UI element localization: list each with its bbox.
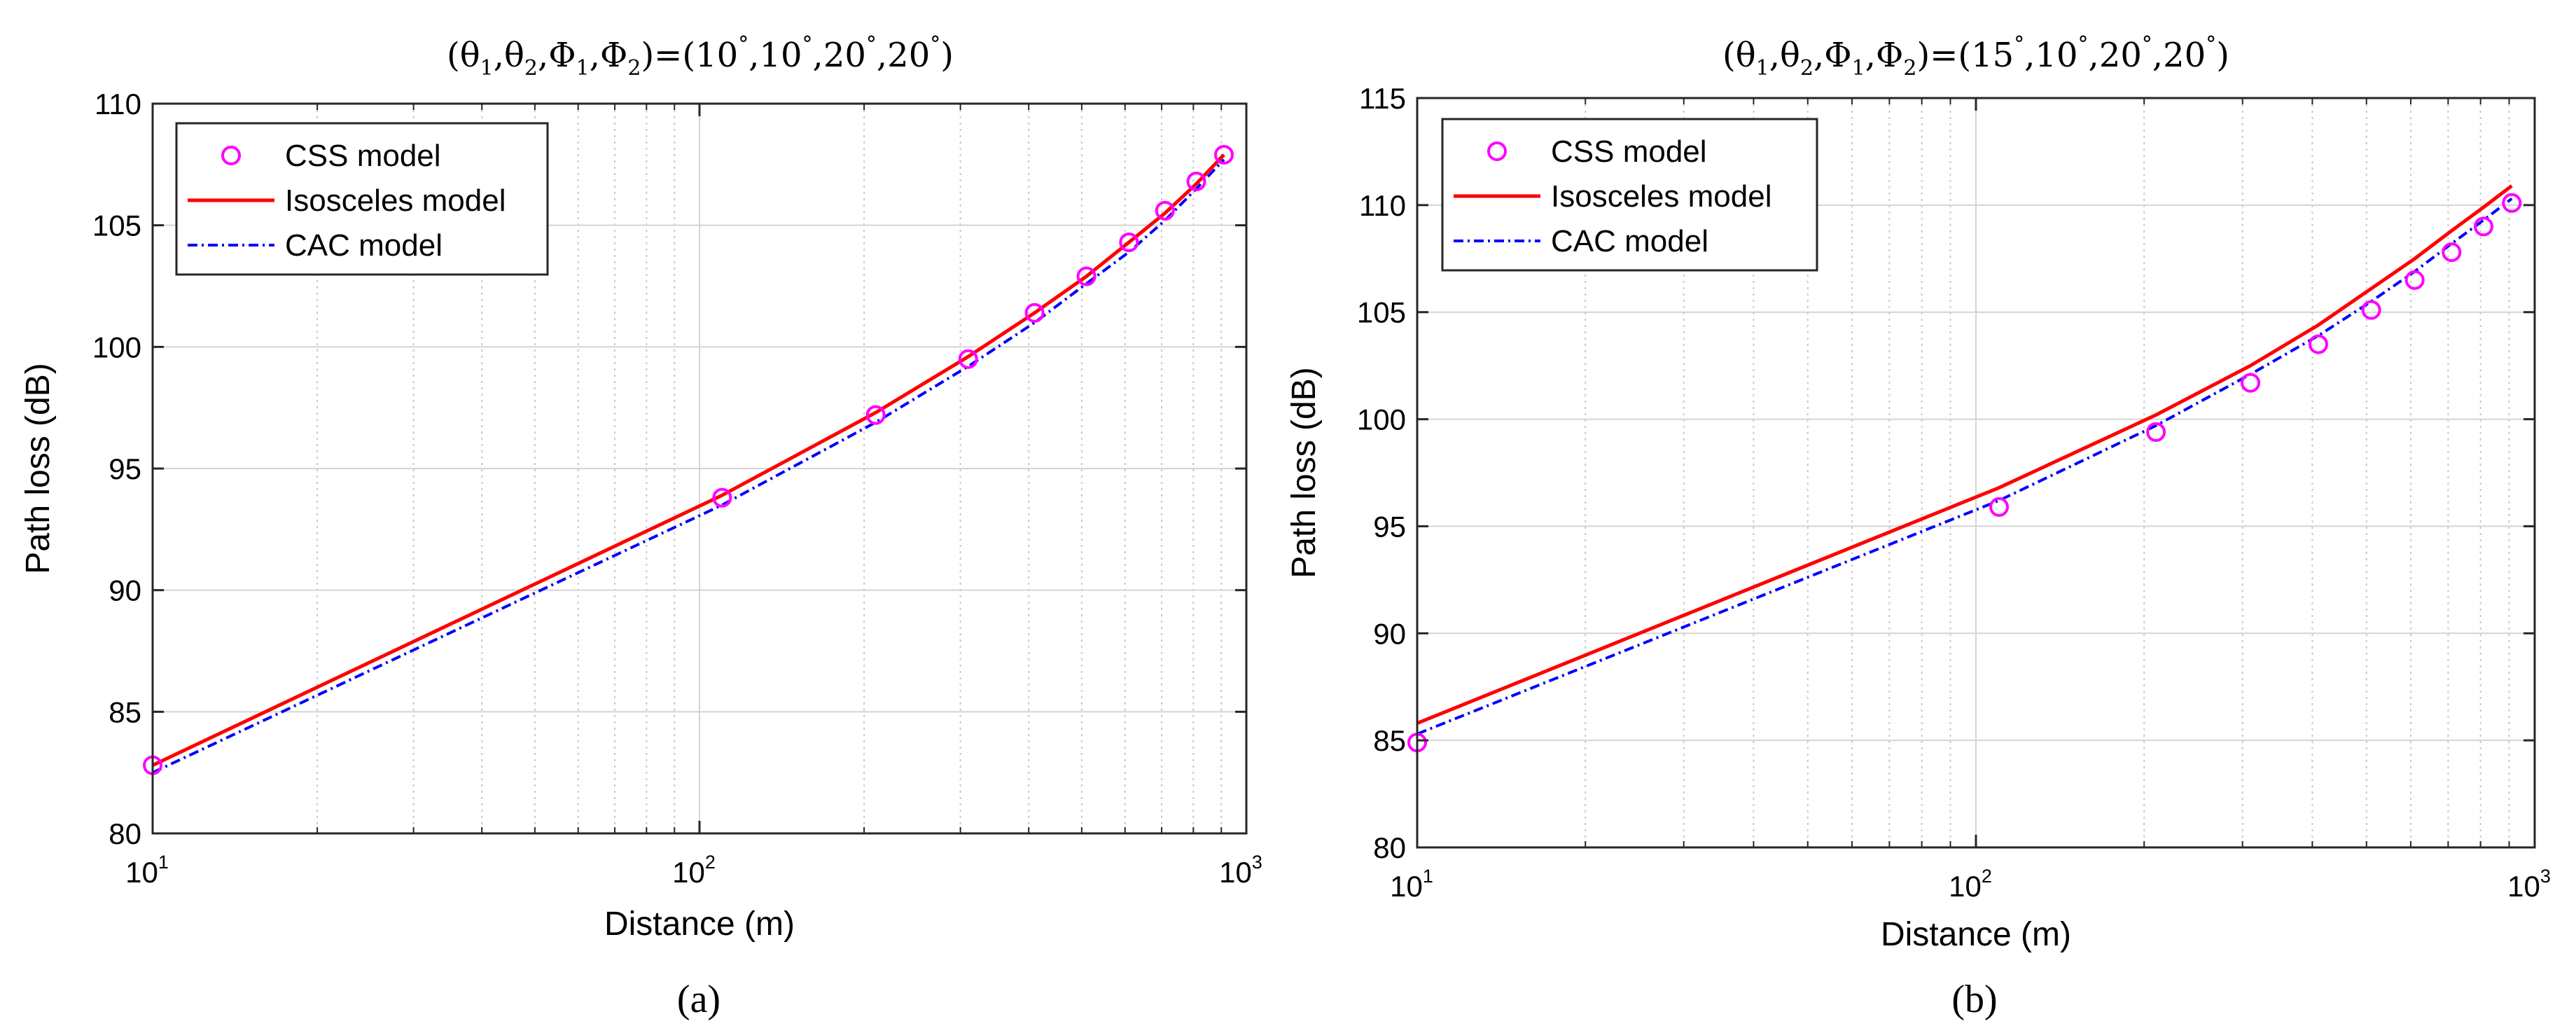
- y-tick-label: 110: [1359, 189, 1406, 222]
- y-axis-label: Path loss (dB): [20, 363, 57, 574]
- data-point-css: [2241, 373, 2261, 393]
- series-line-cac: [152, 158, 1225, 775]
- chart-panel-a: 80 85 90 95 100 105 110 101 102 103 Distance (m) Pa…: [20, 32, 1262, 943]
- data-point-css: [2404, 270, 2425, 290]
- x-axis-label: Distance (m): [604, 906, 795, 943]
- y-tick-label: 90: [1373, 617, 1406, 650]
- legend-label: Isosceles model: [1551, 179, 1771, 214]
- figure-caption: (b): [1951, 978, 1997, 1021]
- legend-label: Isosceles model: [285, 183, 506, 218]
- series-line-cac: [1416, 197, 2513, 735]
- x-tick-label: 101: [125, 852, 169, 889]
- y-tick-label: 95: [109, 452, 141, 485]
- y-tick-label: 90: [109, 574, 141, 607]
- data-point-css: [2442, 242, 2462, 263]
- data-point-css: [2502, 193, 2522, 213]
- data-point-css: [1119, 232, 1139, 252]
- data-point-css: [1155, 200, 1175, 221]
- data-point-css: [2309, 334, 2329, 354]
- y-axis-label: Path loss (dB): [1286, 367, 1323, 578]
- data-point-css: [2361, 300, 2381, 320]
- y-tick-label: 80: [1373, 831, 1406, 864]
- y-tick-label: 115: [1359, 82, 1406, 115]
- figure-caption: (a): [677, 978, 720, 1021]
- data-point-css: [1024, 303, 1045, 323]
- legend: CSS model Isosceles model CAC model: [1441, 118, 1818, 272]
- data-point-css: [865, 405, 886, 425]
- data-point-css: [1989, 497, 2010, 517]
- data-point-css: [1076, 266, 1096, 286]
- y-tick-label: 85: [1373, 724, 1406, 757]
- data-point-css: [1214, 144, 1234, 165]
- x-tick-label: 102: [1949, 866, 1992, 903]
- legend-label: CAC model: [1551, 224, 1708, 258]
- y-tick-label: 105: [1357, 296, 1406, 329]
- data-point-css: [2146, 422, 2166, 442]
- data-point-css: [2473, 216, 2493, 237]
- data-point-css: [958, 349, 978, 369]
- chart-panel-b: 80 85 90 95 100 105 110 115 101 102 103 Distance (m…: [1286, 32, 2551, 953]
- legend-label: CAC model: [285, 228, 443, 263]
- series-line-isosceles: [151, 153, 1225, 767]
- chart-title: (θ1,θ2,Φ1,Φ2)=(15°,10°,20°,20°): [1722, 32, 2229, 81]
- y-tick-label: 80: [109, 817, 141, 850]
- data-point-css: [712, 487, 732, 508]
- x-axis-label: Distance (m): [1881, 916, 2071, 953]
- x-tick-label: 103: [1219, 852, 1262, 889]
- x-tick-label: 102: [672, 852, 716, 889]
- legend-label: CSS model: [285, 139, 441, 173]
- data-point-css: [1186, 172, 1206, 192]
- y-tick-label: 95: [1373, 510, 1406, 543]
- y-tick-label: 105: [92, 209, 141, 242]
- legend-marker-css: [221, 146, 241, 165]
- chart-title: (θ1,θ2,Φ1,Φ2)=(10°,10°,20°,20°): [447, 32, 954, 81]
- legend-marker-css: [1487, 141, 1507, 161]
- legend-label: CSS model: [1551, 134, 1707, 169]
- y-tick-label: 85: [109, 695, 141, 728]
- series-line-isosceles: [1416, 184, 2513, 726]
- y-tick-label: 100: [92, 331, 141, 363]
- x-tick-label: 101: [1390, 866, 1433, 903]
- y-tick-label: 110: [95, 88, 141, 120]
- x-tick-label: 103: [2507, 866, 2551, 903]
- legend: CSS model Isosceles model CAC model: [175, 122, 549, 276]
- y-tick-label: 100: [1357, 403, 1406, 436]
